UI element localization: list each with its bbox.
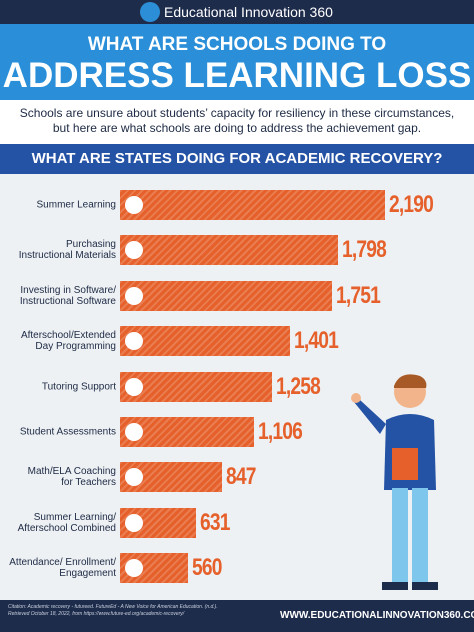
subtitle: Schools are unsure about students’ capac… bbox=[19, 106, 455, 135]
value-label: 847 bbox=[226, 463, 257, 491]
value-label: 1,401 bbox=[293, 327, 339, 355]
title-line2: ADDRESS LEARNING LOSS bbox=[2, 56, 472, 95]
bar-icon bbox=[125, 286, 143, 305]
value-label: 1,106 bbox=[257, 418, 303, 445]
person-illustration bbox=[351, 374, 438, 590]
bar-icon bbox=[125, 559, 143, 578]
value-label: 1,798 bbox=[341, 236, 387, 264]
bar bbox=[120, 235, 338, 266]
bar bbox=[120, 326, 290, 357]
title-band bbox=[0, 24, 474, 100]
bar bbox=[120, 190, 385, 220]
bar bbox=[120, 280, 332, 311]
bar bbox=[120, 371, 273, 402]
bar-icon bbox=[125, 332, 143, 351]
citation: Citation: Academic recovery - futureed. … bbox=[8, 604, 218, 617]
category-label: Tutoring Support bbox=[41, 381, 116, 393]
title-line1: WHAT ARE SCHOOLS DOING TO bbox=[87, 34, 387, 55]
bar-icon bbox=[125, 423, 143, 441]
bar-icon bbox=[125, 196, 143, 214]
value-label: 560 bbox=[191, 554, 222, 582]
subtitle-band bbox=[0, 100, 474, 144]
footer-band bbox=[0, 600, 474, 632]
top-band bbox=[0, 0, 474, 24]
category-label: Purchasing Instructional Materials bbox=[18, 239, 116, 262]
category-label: Student Assessments bbox=[19, 426, 116, 438]
bar bbox=[120, 462, 223, 493]
chart-title: WHAT ARE STATES DOING FOR ACADEMIC RECOV… bbox=[31, 150, 443, 167]
category-label: Investing in Software/ Instructional Sof… bbox=[19, 284, 116, 307]
bar-icon bbox=[125, 377, 143, 396]
category-label: Attendance/ Enrollment/ Engagement bbox=[9, 557, 116, 580]
bar-icon bbox=[125, 513, 143, 532]
value-label: 631 bbox=[200, 508, 230, 536]
value-label: 2,190 bbox=[389, 191, 434, 218]
website: WWW.EDUCATIONALINNOVATION360.COM bbox=[280, 610, 474, 621]
value-label: 1,258 bbox=[276, 372, 321, 400]
logo-icon bbox=[140, 2, 160, 22]
bar-icon bbox=[125, 468, 143, 487]
category-label: Summer Learning/ Afterschool Combined bbox=[17, 511, 116, 534]
brand: Educational Innovation 360 bbox=[164, 4, 333, 20]
category-label: Afterschool/Extended Day Programming bbox=[20, 330, 116, 353]
category-label: Summer Learning bbox=[36, 199, 116, 211]
bar-icon bbox=[125, 241, 143, 260]
value-label: 1,751 bbox=[335, 281, 381, 309]
category-label: Math/ELA Coaching for Teachers bbox=[27, 466, 116, 489]
chart-title-band bbox=[0, 144, 474, 174]
